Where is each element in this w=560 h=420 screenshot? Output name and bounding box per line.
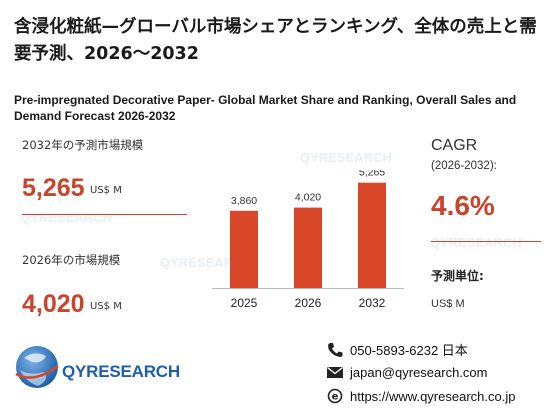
current-label: 2026年の市場規模 xyxy=(22,253,121,267)
data-label-2026: 4,020 xyxy=(295,192,321,204)
watermark: QYRESEARCH xyxy=(430,235,522,250)
divider xyxy=(22,214,187,215)
page-title-japanese: 含浸化粧紙—グローバル市場シェアとランキング、全体の売上と需要予測、2026〜2… xyxy=(14,17,537,64)
contact-website: e https://www.qyresearch.co.jp xyxy=(326,388,515,404)
x-tick-2026: 2026 xyxy=(295,296,322,310)
web-icon: e xyxy=(327,388,343,404)
page-title-english: Pre-impregnated Decorative Paper- Global… xyxy=(14,93,517,123)
watermark: QYRESEARCH xyxy=(300,150,392,165)
cagr-value: 4.6% xyxy=(431,190,495,221)
email-link[interactable]: japan@qyresearch.com xyxy=(350,364,488,380)
watermark: QYRESEARCH xyxy=(20,210,112,225)
forecast-unit-title: 予測単位: xyxy=(431,269,484,283)
svg-text:e: e xyxy=(332,392,339,403)
current-value: 4,020 xyxy=(22,290,85,318)
cagr-years: (2026-2032): xyxy=(431,160,497,172)
bar-2032 xyxy=(358,182,386,288)
globe-icon xyxy=(15,346,59,388)
current-unit: US$ M xyxy=(90,301,122,312)
contact-phone: 050-5893-6232 日本 xyxy=(326,340,468,359)
phone-number: 050-5893-6232 日本 xyxy=(350,343,468,358)
data-label-2032: 5,265 xyxy=(359,170,385,179)
x-tick-2025: 2025 xyxy=(231,296,258,310)
phone-icon xyxy=(328,342,343,357)
data-label-2025: 3,860 xyxy=(231,195,257,207)
mail-icon xyxy=(327,366,343,378)
forecast-value: 5,265 xyxy=(22,174,85,202)
cagr-title: CAGR xyxy=(431,137,478,154)
market-size-bar-chart: 3,860 2025 4,020 2026 5,265 2032 xyxy=(212,170,404,310)
forecast-label: 2032年の予測市場規模 xyxy=(22,138,144,152)
watermark: QYRESEARCH xyxy=(160,255,252,270)
x-tick-2032: 2032 xyxy=(359,296,386,310)
bar-2025 xyxy=(230,210,258,288)
brand-name: QYRESEARCH xyxy=(62,362,180,381)
contact-email: japan@qyresearch.com xyxy=(326,364,487,380)
website-link[interactable]: https://www.qyresearch.co.jp xyxy=(350,388,516,404)
qyresearch-logo: QYRESEARCH xyxy=(14,340,180,400)
bar-2026 xyxy=(294,207,322,288)
forecast-unit-value: US$ M xyxy=(431,298,465,310)
forecast-unit: US$ M xyxy=(90,185,122,196)
divider xyxy=(431,241,541,242)
